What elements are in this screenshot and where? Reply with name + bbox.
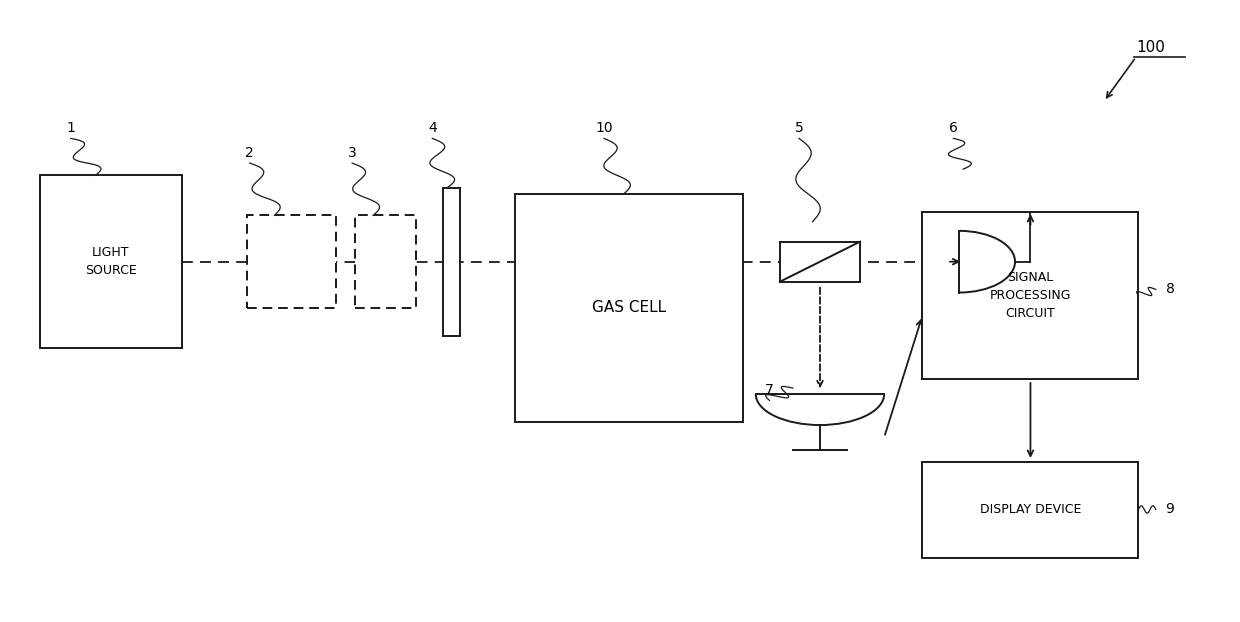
Text: 1: 1: [66, 121, 76, 136]
Text: 7: 7: [765, 383, 774, 397]
Text: 100: 100: [1136, 40, 1164, 55]
Bar: [247, 215, 336, 308]
Bar: [923, 212, 1138, 379]
Text: 10: 10: [595, 121, 613, 136]
Text: 8: 8: [1166, 282, 1174, 297]
Bar: [40, 175, 182, 348]
Text: DISPLAY DEVICE: DISPLAY DEVICE: [980, 503, 1081, 516]
Bar: [444, 188, 460, 336]
Text: 6: 6: [949, 121, 957, 136]
Bar: [355, 215, 417, 308]
Text: LIGHT
SOURCE: LIGHT SOURCE: [84, 246, 136, 277]
Text: SIGNAL
PROCESSING
CIRCUIT: SIGNAL PROCESSING CIRCUIT: [990, 271, 1071, 320]
Bar: [515, 194, 744, 422]
Text: 9: 9: [1166, 503, 1174, 516]
Text: 2: 2: [246, 146, 254, 160]
Bar: [780, 242, 861, 282]
Text: 4: 4: [428, 121, 436, 136]
Text: GAS CELL: GAS CELL: [593, 300, 666, 315]
Bar: [923, 462, 1138, 557]
Text: 5: 5: [795, 121, 804, 136]
Text: 3: 3: [347, 146, 357, 160]
